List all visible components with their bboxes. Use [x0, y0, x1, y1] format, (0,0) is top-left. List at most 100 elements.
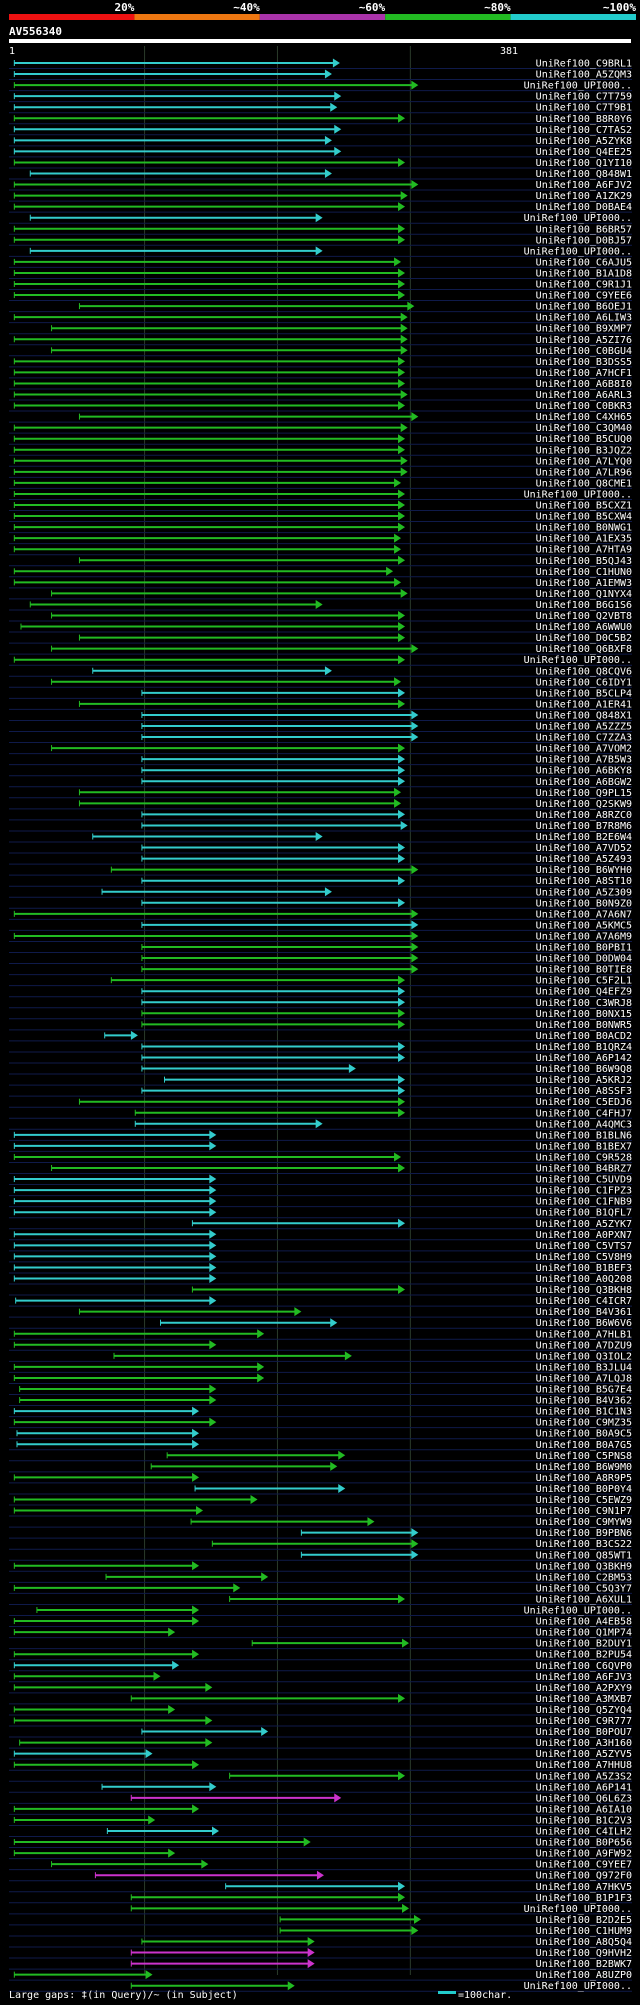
hit-label[interactable]: UniRef100_A7VOM2 [536, 744, 632, 755]
hit-label[interactable]: UniRef100_C6QVP0 [536, 1661, 632, 1672]
hit-label[interactable]: UniRef100_B0NWR5 [536, 1020, 632, 1031]
hit-label[interactable]: UniRef100_C5PNS8 [536, 1451, 632, 1462]
hit-label[interactable]: UniRef100_C7T759 [536, 92, 632, 103]
hit-label[interactable]: UniRef100_A7VD52 [536, 843, 632, 854]
hit-label[interactable]: UniRef100_C0BGU4 [536, 346, 632, 357]
hit-label[interactable]: UniRef100_C4XH65 [536, 412, 632, 423]
hit-label[interactable]: UniRef100_Q3BKH8 [536, 1285, 632, 1296]
hit-label[interactable]: UniRef100_B9XMP7 [536, 324, 632, 335]
hit-label[interactable]: UniRef100_Q1YI10 [536, 158, 632, 169]
hit-label[interactable]: UniRef100_A5ZI76 [536, 335, 632, 346]
hit-label[interactable]: UniRef100_C5VTS7 [536, 1241, 632, 1252]
hit-label[interactable]: UniRef100_B6W9M0 [536, 1462, 632, 1473]
hit-label[interactable]: UniRef100_A8Q5Q4 [536, 1937, 632, 1948]
hit-label[interactable]: UniRef100_UPI000.. [524, 655, 632, 666]
hit-label[interactable]: UniRef100_C9R528 [536, 1152, 632, 1163]
hit-label[interactable]: UniRef100_UPI000.. [524, 1904, 632, 1915]
hit-label[interactable]: UniRef100_Q9HVH2 [536, 1948, 632, 1959]
hit-label[interactable]: UniRef100_UPI000.. [524, 81, 632, 92]
hit-label[interactable]: UniRef100_B3JQZ2 [536, 445, 632, 456]
hit-label[interactable]: UniRef100_C9R1J1 [536, 280, 632, 291]
hit-label[interactable]: UniRef100_D0C5B2 [536, 633, 632, 644]
hit-label[interactable]: UniRef100_Q3IOL2 [536, 1351, 632, 1362]
hit-label[interactable]: UniRef100_C7ZZA3 [536, 733, 632, 744]
hit-label[interactable]: UniRef100_B0ACD2 [536, 1031, 632, 1042]
hit-label[interactable]: UniRef100_B0NWG1 [536, 523, 632, 534]
hit-label[interactable]: UniRef100_B1BLN6 [536, 1130, 632, 1141]
hit-label[interactable]: UniRef100_A7HLB1 [536, 1329, 632, 1340]
hit-label[interactable]: UniRef100_Q848W1 [536, 169, 632, 180]
hit-label[interactable]: UniRef100_A5ZYK7 [536, 1219, 632, 1230]
hit-label[interactable]: UniRef100_C4FHJ7 [536, 1108, 632, 1119]
hit-label[interactable]: UniRef100_A8RZC0 [536, 810, 632, 821]
hit-label[interactable]: UniRef100_A5ZYK8 [536, 136, 632, 147]
hit-label[interactable]: UniRef100_C4ILH2 [536, 1827, 632, 1838]
hit-label[interactable]: UniRef100_B3JLU4 [536, 1362, 632, 1373]
hit-label[interactable]: UniRef100_Q1MP74 [536, 1628, 632, 1639]
hit-label[interactable]: UniRef100_B0A7G5 [536, 1440, 632, 1451]
hit-label[interactable]: UniRef100_C3QM40 [536, 423, 632, 434]
hit-label[interactable]: UniRef100_B6G1S6 [536, 600, 632, 611]
hit-label[interactable]: UniRef100_C6IDY1 [536, 677, 632, 688]
hit-label[interactable]: UniRef100_C9YEE7 [536, 1860, 632, 1871]
hit-label[interactable]: UniRef100_B2PU54 [536, 1650, 632, 1661]
hit-label[interactable]: UniRef100_B0P0Y4 [536, 1484, 632, 1495]
hit-label[interactable]: UniRef100_A3H160 [536, 1738, 632, 1749]
hit-label[interactable]: UniRef100_A5KMC5 [536, 920, 632, 931]
hit-label[interactable]: UniRef100_UPI000.. [524, 246, 632, 257]
hit-label[interactable]: UniRef100_D0BJ57 [536, 235, 632, 246]
hit-label[interactable]: UniRef100_A6FJV2 [536, 180, 632, 191]
hit-label[interactable]: UniRef100_A5ZZZ5 [536, 722, 632, 733]
hit-label[interactable]: UniRef100_Q8CQV6 [536, 666, 632, 677]
hit-label[interactable]: UniRef100_B7R8M6 [536, 821, 632, 832]
hit-label[interactable]: UniRef100_A7LR96 [536, 467, 632, 478]
hit-label[interactable]: UniRef100_UPI000.. [524, 1981, 632, 1992]
hit-label[interactable]: UniRef100_C1HUM9 [536, 1926, 632, 1937]
hit-label[interactable]: UniRef100_B4V361 [536, 1307, 632, 1318]
hit-label[interactable]: UniRef100_A7B5W3 [536, 755, 632, 766]
hit-label[interactable]: UniRef100_UPI000.. [524, 1606, 632, 1617]
hit-label[interactable]: UniRef100_A6IA10 [536, 1804, 632, 1815]
hit-label[interactable]: UniRef100_A7HTA9 [536, 545, 632, 556]
hit-label[interactable]: UniRef100_B2DUY1 [536, 1639, 632, 1650]
hit-label[interactable]: UniRef100_B1BEX7 [536, 1141, 632, 1152]
hit-label[interactable]: UniRef100_B1P1F3 [536, 1893, 632, 1904]
hit-label[interactable]: UniRef100_A5ZYV5 [536, 1749, 632, 1760]
hit-label[interactable]: UniRef100_B0PBI1 [536, 943, 632, 954]
hit-label[interactable]: UniRef100_Q85WT1 [536, 1550, 632, 1561]
hit-label[interactable]: UniRef100_A1ZK29 [536, 191, 632, 202]
hit-label[interactable]: UniRef100_C5Q3Y7 [536, 1583, 632, 1594]
hit-label[interactable]: UniRef100_B1C2V3 [536, 1815, 632, 1826]
hit-label[interactable]: UniRef100_B0N9Z0 [536, 898, 632, 909]
hit-label[interactable]: UniRef100_C7T9B1 [536, 103, 632, 114]
hit-label[interactable]: UniRef100_A5Z3S2 [536, 1771, 632, 1782]
hit-label[interactable]: UniRef100_B5CXZ1 [536, 501, 632, 512]
hit-label[interactable]: UniRef100_B9PBN6 [536, 1528, 632, 1539]
hit-label[interactable]: UniRef100_B0A9C5 [536, 1429, 632, 1440]
hit-label[interactable]: UniRef100_Q1NYX4 [536, 589, 632, 600]
hit-label[interactable]: UniRef100_A2PXY9 [536, 1683, 632, 1694]
hit-label[interactable]: UniRef100_B3DSS5 [536, 357, 632, 368]
hit-label[interactable]: UniRef100_C3WRJ8 [536, 998, 632, 1009]
hit-label[interactable]: UniRef100_A7HKV5 [536, 1882, 632, 1893]
hit-label[interactable]: UniRef100_A6LIW3 [536, 313, 632, 324]
hit-label[interactable]: UniRef100_Q6BXF8 [536, 644, 632, 655]
hit-label[interactable]: UniRef100_C1FPZ3 [536, 1186, 632, 1197]
hit-label[interactable]: UniRef100_B1BEF3 [536, 1263, 632, 1274]
hit-label[interactable]: UniRef100_A6WWU0 [536, 622, 632, 633]
hit-label[interactable]: UniRef100_B6W9Q8 [536, 1064, 632, 1075]
hit-label[interactable]: UniRef100_A1EMW3 [536, 578, 632, 589]
hit-label[interactable]: UniRef100_Q2SKW9 [536, 799, 632, 810]
hit-label[interactable]: UniRef100_A9FW92 [536, 1849, 632, 1860]
hit-label[interactable]: UniRef100_Q5ZYQ4 [536, 1705, 632, 1716]
hit-label[interactable]: UniRef100_B6WYH0 [536, 865, 632, 876]
hit-label[interactable]: UniRef100_A4QMC3 [536, 1119, 632, 1130]
hit-label[interactable]: UniRef100_A3MXB7 [536, 1694, 632, 1705]
hit-label[interactable]: UniRef100_C2BM53 [536, 1572, 632, 1583]
hit-label[interactable]: UniRef100_B3CS22 [536, 1539, 632, 1550]
hit-label[interactable]: UniRef100_B2D2E5 [536, 1915, 632, 1926]
hit-label[interactable]: UniRef100_Q9PL15 [536, 788, 632, 799]
hit-label[interactable]: UniRef100_B5QJ43 [536, 556, 632, 567]
hit-label[interactable]: UniRef100_A8UZP0 [536, 1970, 632, 1981]
hit-label[interactable]: UniRef100_C9MZ35 [536, 1418, 632, 1429]
